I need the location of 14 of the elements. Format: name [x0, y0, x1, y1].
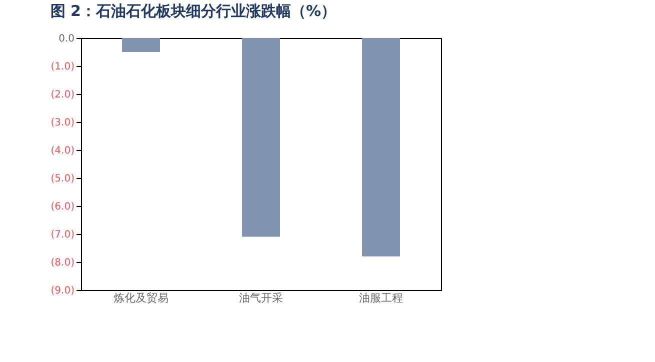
- x-tick-label: 油气开采: [239, 292, 283, 304]
- y-tick-label: 0.0: [58, 34, 74, 44]
- y-tick-label: (4.0): [50, 146, 75, 156]
- y-tick-label: (1.0): [50, 62, 75, 72]
- y-tick-label: (6.0): [50, 202, 75, 212]
- x-tick-label: 炼化及贸易: [114, 292, 168, 304]
- y-tick-label: (5.0): [50, 174, 75, 184]
- y-tick-label: (8.0): [50, 258, 75, 268]
- y-tick-label: (2.0): [50, 90, 75, 100]
- y-tick-label: (3.0): [50, 118, 75, 128]
- chart-title: 图 2：石油石化板块细分行业涨跌幅（%）: [50, 2, 336, 20]
- y-tick-label: (7.0): [50, 230, 75, 240]
- y-tick-label: (9.0): [50, 286, 75, 296]
- x-tick-label: 油服工程: [359, 292, 403, 304]
